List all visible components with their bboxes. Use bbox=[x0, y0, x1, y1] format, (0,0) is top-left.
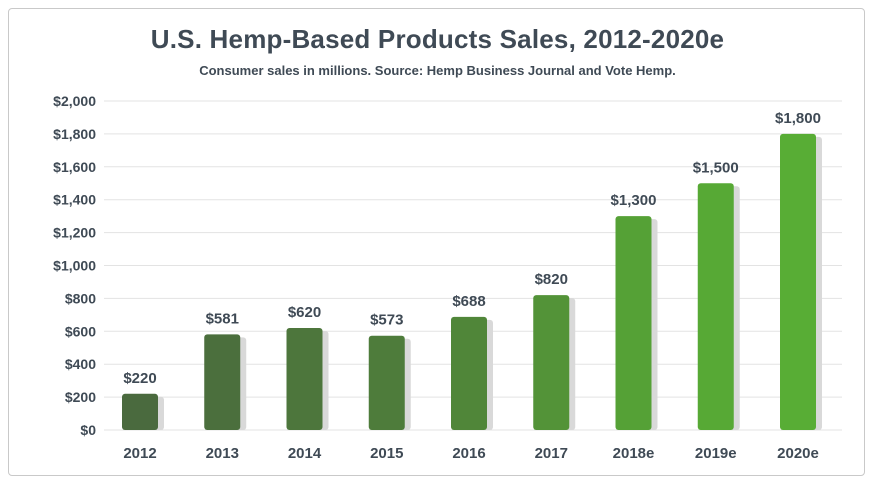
bar bbox=[451, 316, 487, 430]
y-tick-label: $600 bbox=[65, 323, 96, 339]
y-tick-label: $1,200 bbox=[53, 225, 96, 241]
x-category-label: 2017 bbox=[535, 445, 568, 462]
x-category-label: 2019e bbox=[695, 445, 737, 462]
bar bbox=[286, 328, 323, 430]
x-category-label: 2020e bbox=[777, 445, 819, 462]
y-tick-label: $200 bbox=[65, 389, 96, 405]
bar-value-label: $1,800 bbox=[775, 110, 821, 127]
bar bbox=[533, 295, 570, 430]
y-tick-label: $800 bbox=[65, 290, 96, 306]
bar-value-label: $688 bbox=[452, 293, 485, 310]
y-tick-label: $1,400 bbox=[53, 192, 96, 208]
y-tick-label: $2,000 bbox=[53, 93, 96, 109]
bar bbox=[697, 183, 734, 430]
x-category-label: 2014 bbox=[288, 445, 322, 462]
bar-value-label: $1,300 bbox=[611, 192, 657, 209]
bar-value-label: $820 bbox=[535, 271, 568, 288]
x-category-label: 2013 bbox=[206, 445, 239, 462]
bar bbox=[122, 393, 158, 430]
chart-title: U.S. Hemp-Based Products Sales, 2012-202… bbox=[150, 24, 725, 54]
bar-value-label: $581 bbox=[206, 310, 239, 327]
bar-value-label: $573 bbox=[370, 312, 403, 329]
x-category-label: 2012 bbox=[123, 445, 156, 462]
bar-value-label: $620 bbox=[288, 304, 321, 321]
bar-value-label: $1,500 bbox=[693, 159, 739, 176]
y-tick-label: $400 bbox=[65, 356, 96, 372]
y-tick-label: $0 bbox=[80, 422, 96, 438]
x-category-label: 2015 bbox=[370, 445, 403, 462]
chart-subtitle: Consumer sales in millions. Source: Hemp… bbox=[199, 63, 676, 78]
x-category-label: 2016 bbox=[452, 445, 485, 462]
y-tick-label: $1,800 bbox=[53, 126, 96, 142]
bar-value-label: $220 bbox=[123, 370, 156, 387]
bar bbox=[615, 216, 652, 430]
bar bbox=[204, 334, 241, 430]
y-tick-label: $1,600 bbox=[53, 159, 96, 175]
x-category-label: 2018e bbox=[613, 445, 655, 462]
bar bbox=[780, 133, 816, 430]
bar bbox=[368, 335, 405, 430]
y-tick-label: $1,000 bbox=[53, 258, 96, 274]
